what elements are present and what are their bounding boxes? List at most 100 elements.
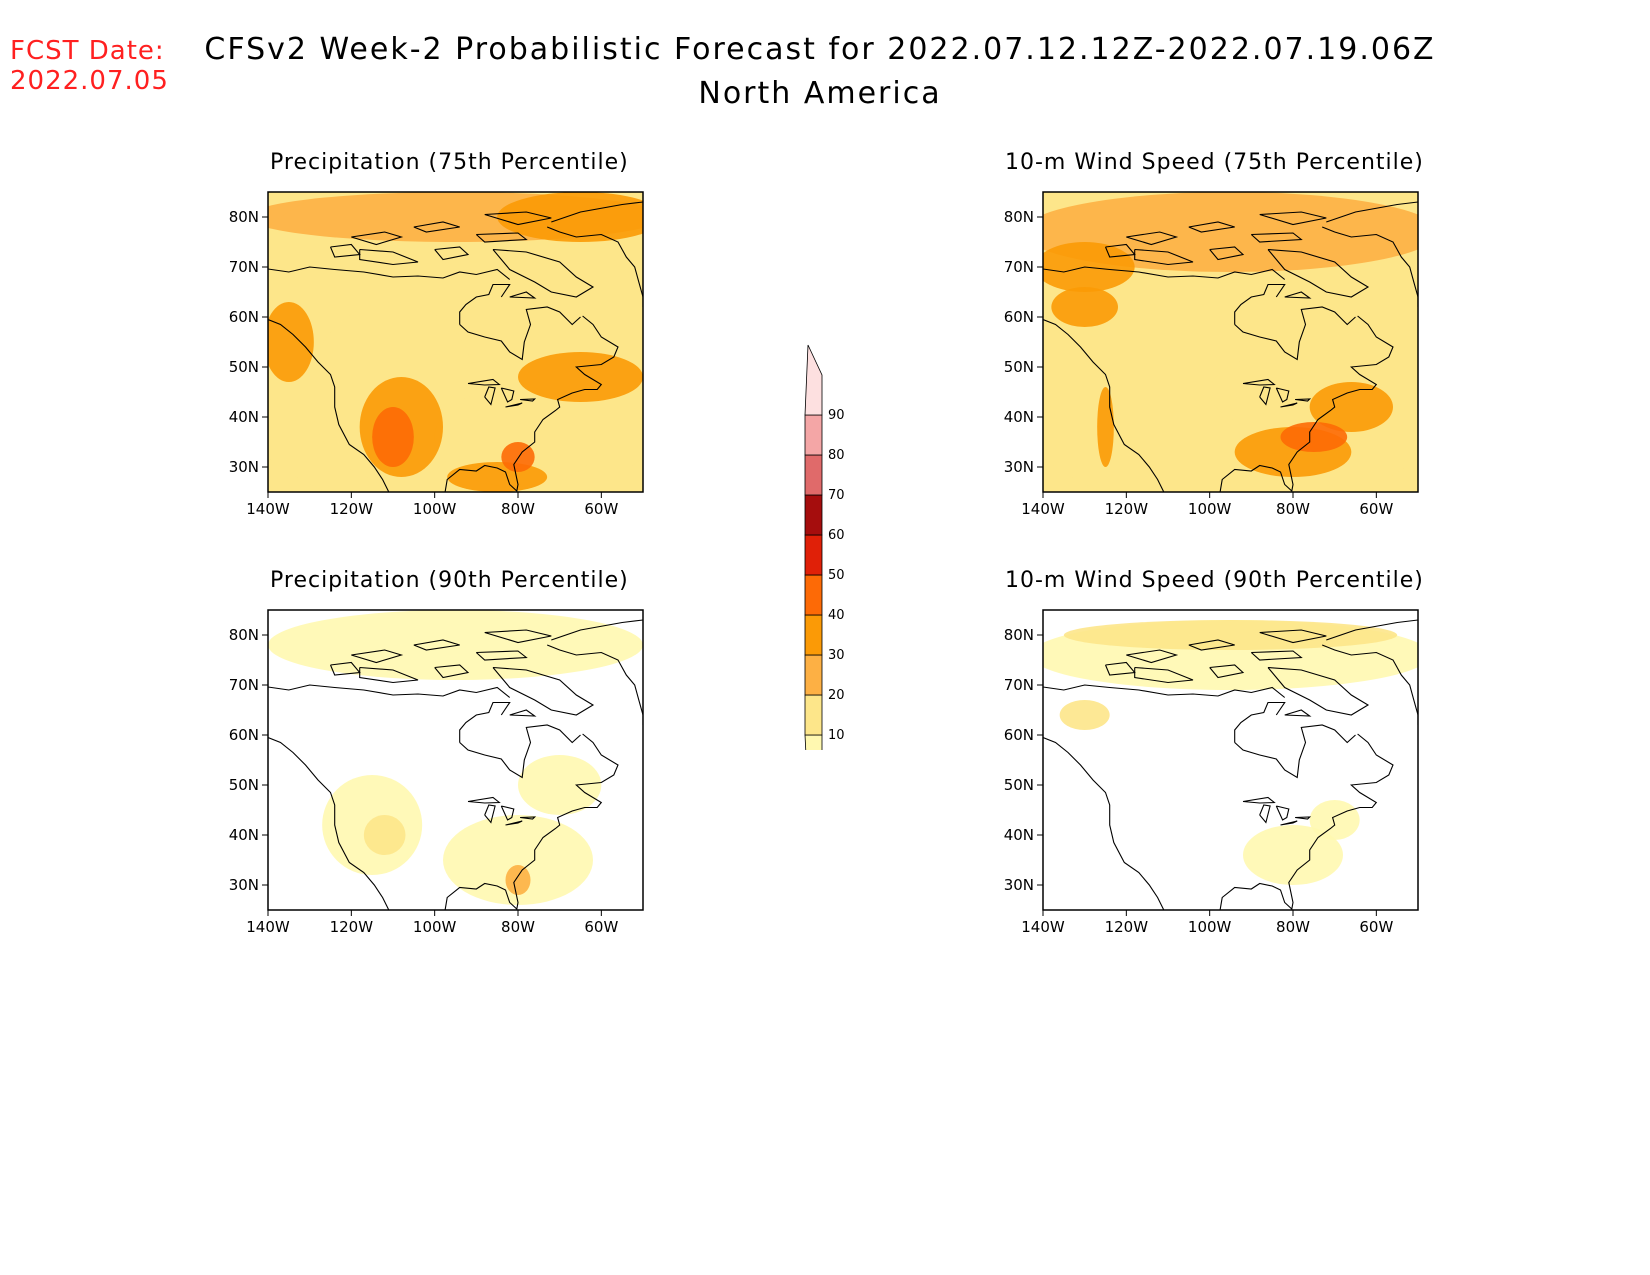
panel-title-precip-75: Precipitation (75th Percentile) — [270, 150, 629, 175]
map-frame — [1042, 609, 1419, 911]
forecast-date-block: FCST Date: 2022.07.05 — [10, 36, 169, 96]
coastline-island — [434, 246, 470, 261]
lat-tick-label: 60N — [229, 308, 259, 326]
lon-tick-label: 120W — [330, 500, 374, 518]
coastline-island — [413, 639, 460, 651]
probability-contour — [1097, 387, 1114, 467]
coastline-island — [351, 231, 404, 246]
colorbar-label: 50 — [828, 568, 845, 583]
lat-tick-label: 80N — [1004, 626, 1034, 644]
coastline — [268, 736, 390, 910]
lon-tick-label: 80W — [1276, 918, 1310, 936]
lat-tick-label: 70N — [1004, 676, 1034, 694]
precip-90-shading — [268, 610, 643, 905]
probability-contour — [1063, 620, 1398, 650]
coastline — [459, 306, 581, 361]
colorbar-label: 90 — [828, 408, 845, 423]
lon-tick-label: 120W — [1105, 918, 1149, 936]
lat-tick-label: 30N — [1004, 458, 1034, 476]
map-frame — [267, 609, 644, 911]
coastline-island — [1242, 378, 1276, 386]
precip-75-coastlines — [268, 201, 643, 492]
panel-title-wind-90: 10-m Wind Speed (90th Percentile) — [1005, 568, 1424, 593]
coastline-island — [329, 243, 361, 258]
map-wind-90: 140W 120W 100W 80W 60W 80N 70N 60N 50N 40N 30N — [1004, 609, 1419, 936]
coastline-island — [520, 816, 537, 820]
lon-tick-label: 100W — [1188, 500, 1232, 518]
coastline — [1219, 733, 1394, 910]
colorbar-label: 80 — [828, 448, 845, 463]
lat-tick-label: 50N — [1004, 358, 1034, 376]
coastline-island — [1280, 402, 1298, 408]
coastline-island — [500, 805, 515, 821]
probability-contour — [501, 442, 535, 472]
probability-contour — [372, 407, 414, 467]
probability-contour — [1309, 800, 1360, 840]
probability-contour — [1051, 287, 1118, 327]
colorbar-segment — [804, 494, 823, 536]
panel-title-precip-90: Precipitation (90th Percentile) — [270, 568, 629, 593]
lat-tick-label: 70N — [1004, 258, 1034, 276]
coastline-island — [467, 378, 501, 386]
coastline-island — [1250, 650, 1303, 661]
probability-contour — [268, 610, 643, 680]
coastline — [444, 733, 619, 910]
colorbar-label: 30 — [828, 648, 845, 663]
probability-contour — [1280, 422, 1348, 452]
coastline — [459, 283, 511, 325]
probability-contour — [505, 865, 531, 895]
coastline-island — [1209, 664, 1245, 679]
precip-90-coastlines — [268, 619, 643, 910]
coastline-island — [1188, 639, 1235, 651]
colorbar-segment — [804, 654, 823, 696]
lat-tick-label: 40N — [1004, 408, 1034, 426]
coastline-island — [434, 664, 470, 679]
coastline-island — [1259, 629, 1327, 644]
coastline — [546, 226, 643, 307]
coastline-island — [484, 804, 496, 824]
coastline — [551, 619, 643, 641]
colorbar-label: 70 — [828, 488, 845, 503]
coastline-island — [1275, 387, 1290, 403]
probability-contour — [443, 815, 593, 905]
lon-tick-label: 80W — [501, 500, 535, 518]
coastline-island — [475, 232, 528, 243]
probability-contour — [447, 462, 548, 492]
coastline-island — [505, 402, 523, 408]
probability-contour — [1043, 192, 1418, 272]
coastline — [1043, 684, 1286, 698]
coastline-island — [1295, 816, 1312, 820]
coastline-island — [1188, 221, 1235, 233]
coastline-island — [1134, 248, 1194, 266]
map-frame — [1042, 191, 1419, 493]
lat-tick-label: 80N — [229, 626, 259, 644]
lon-tick-label: 60W — [1359, 500, 1393, 518]
coastline — [1321, 644, 1418, 725]
probability-contour — [268, 302, 314, 382]
lat-tick-label: 80N — [1004, 208, 1034, 226]
coastline-island — [520, 398, 537, 402]
colorbar-label: 40 — [828, 608, 845, 623]
lon-tick-label: 140W — [1021, 500, 1065, 518]
coastline-island — [1259, 211, 1327, 226]
probability-contour — [1243, 825, 1343, 885]
lon-tick-label: 140W — [246, 918, 290, 936]
coastline — [551, 201, 643, 223]
colorbar: 10 20 30 40 50 60 70 80 90 — [804, 344, 845, 750]
coastline-island — [467, 796, 501, 804]
lon-tick-label: 120W — [330, 918, 374, 936]
coastline-island — [1242, 796, 1276, 804]
colorbar-segment — [804, 344, 823, 416]
coastline — [268, 684, 511, 698]
coastline — [1326, 201, 1418, 223]
lon-tick-label: 60W — [584, 918, 618, 936]
lon-tick-label: 60W — [584, 500, 618, 518]
coastline-island — [1259, 804, 1271, 824]
coastline — [1219, 315, 1394, 492]
coastline-island — [413, 221, 460, 233]
lon-tick-label: 120W — [1105, 500, 1149, 518]
lat-tick-label: 50N — [229, 358, 259, 376]
lon-tick-label: 100W — [1188, 918, 1232, 936]
coastline-island — [359, 666, 419, 684]
probability-contour — [518, 755, 602, 815]
